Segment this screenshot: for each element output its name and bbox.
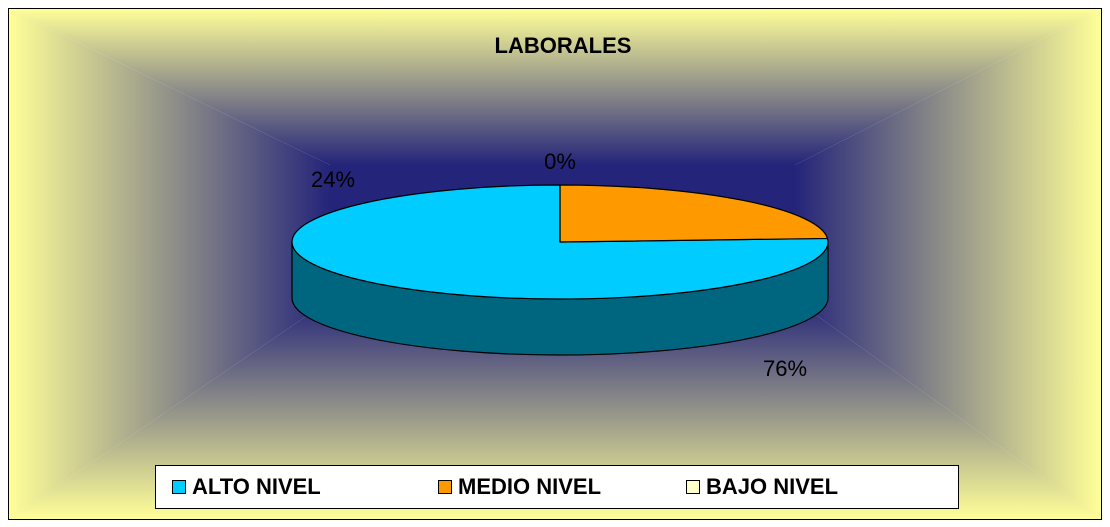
chart-title: LABORALES — [495, 33, 632, 58]
legend-swatch — [438, 480, 452, 494]
legend-swatch — [686, 480, 700, 494]
legend-label: BAJO NIVEL — [706, 474, 838, 499]
legend-swatch — [172, 480, 186, 494]
data-label: 0% — [544, 149, 576, 174]
legend — [155, 465, 959, 509]
slice — [559, 184, 829, 243]
legend-label: MEDIO NIVEL — [458, 474, 601, 499]
data-label: 76% — [763, 356, 807, 381]
chart-background — [8, 8, 1102, 520]
legend-label: ALTO NIVEL — [192, 474, 321, 499]
data-label: 24% — [311, 167, 355, 192]
